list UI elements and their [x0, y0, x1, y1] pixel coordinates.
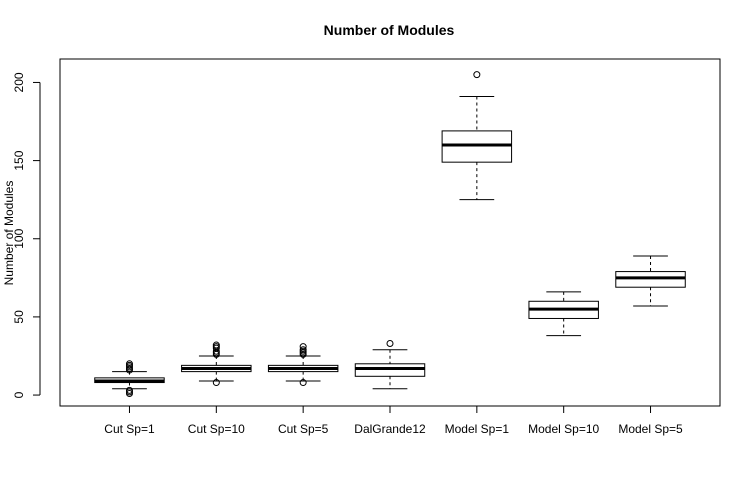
box-cut-sp-5: [267, 343, 339, 387]
box-model-sp-5: [615, 255, 686, 307]
box-cut-sp-1: [94, 360, 165, 397]
x-tick-label: Model Sp=1: [445, 422, 510, 436]
x-tick-label: DalGrande12: [354, 422, 426, 436]
y-tick-label: 150: [12, 150, 26, 170]
box-model-sp-1: [441, 71, 513, 201]
outlier-point: [212, 341, 220, 349]
y-tick-label: 200: [12, 72, 26, 92]
outlier-point: [125, 386, 133, 394]
x-tick-label: Cut Sp=10: [188, 422, 245, 436]
box-series: [94, 71, 686, 397]
x-tick-label: Model Sp=10: [528, 422, 599, 436]
box-model-sp-10: [528, 291, 599, 337]
x-tick-label: Model Sp=5: [618, 422, 683, 436]
iqr-box: [354, 363, 426, 377]
x-tick-label: Cut Sp=1: [104, 422, 155, 436]
outlier-point: [299, 346, 307, 354]
box-cut-sp-10: [181, 341, 252, 387]
iqr-box: [441, 130, 513, 163]
outlier-point: [473, 71, 481, 79]
y-tick-label: 0: [12, 391, 26, 398]
y-tick-label: 100: [12, 228, 26, 248]
outlier-point: [386, 339, 394, 347]
y-axis-label: Number of Modules: [2, 181, 16, 286]
outlier-point: [125, 360, 133, 368]
iqr-box: [615, 271, 686, 288]
x-axis: Cut Sp=1 Cut Sp=10 Cut Sp=5 DalGrande12 Mode…: [104, 405, 683, 436]
box-dalgrande12: [354, 339, 426, 390]
y-tick-label: 50: [12, 310, 26, 324]
outlier-point: [212, 379, 220, 387]
y-axis: 0 50 100 150 200: [12, 72, 41, 398]
outlier-point: [299, 379, 307, 387]
plot-frame: [59, 58, 721, 407]
x-tick-label: Cut Sp=5: [278, 422, 329, 436]
outlier-point: [299, 343, 307, 351]
chart-title: Number of Modules: [324, 22, 455, 38]
